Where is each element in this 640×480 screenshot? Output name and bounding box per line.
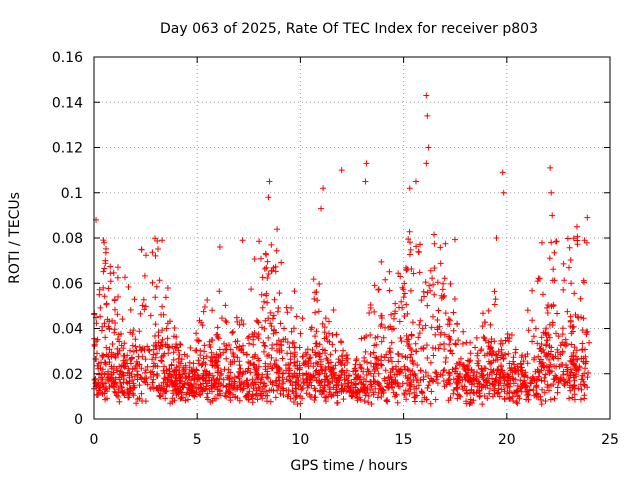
roti-peak-point [500,189,507,196]
x-tick-label: 20 [498,432,516,448]
roti-peak-point [549,212,556,219]
roti-peak-point [363,160,370,167]
x-axis-ticks: 0 5 10 15 20 25 [90,57,619,448]
roti-peak-point [102,257,109,264]
roti-peak-point [423,160,430,167]
data-points [91,92,593,408]
roti-peak-point [493,235,500,241]
roti-point-cloud [91,226,593,408]
y-axis-ticks: 0 0.02 0.04 0.06 0.08 0.1 0.12 0.14 0.16 [52,50,610,428]
roti-peak-point [423,92,430,99]
roti-peak-point [424,112,431,119]
x-tick-label: 5 [193,432,202,448]
roti-peak-point [266,178,273,185]
roti-peak-point [425,144,432,151]
chart-title: Day 063 of 2025, Rate Of TEC Index for r… [160,21,538,37]
roti-peak-point [362,178,369,185]
x-tick-label: 15 [395,432,413,448]
y-tick-label: 0.04 [52,322,83,338]
y-tick-label: 0.1 [61,186,83,202]
roti-peak-point [239,237,246,244]
roti-peak-point [318,205,325,212]
roti-peak-point [320,185,327,192]
roti-peak-point [216,244,223,251]
roti-peak-point [138,246,145,253]
roti-peak-point [547,164,554,171]
x-tick-label: 0 [90,432,99,448]
roti-peak-point [338,167,345,174]
y-tick-label: 0.14 [52,95,83,111]
y-tick-label: 0.06 [52,276,83,292]
x-tick-label: 25 [601,432,619,448]
y-tick-label: 0.12 [52,141,83,157]
grid-lines [94,57,610,419]
y-tick-label: 0.16 [52,50,83,66]
roti-peak-point [548,189,555,196]
roti-peak-point [406,185,413,192]
roti-peak-point [412,178,419,185]
roti-peak-point [265,194,272,201]
y-axis-label: ROTI / TECUs [7,192,23,284]
y-tick-label: 0.08 [52,231,83,247]
roti-peak-point [159,237,166,244]
roti-peak-point [499,169,506,176]
roti-peak-point [573,223,580,230]
roti-peak-point [584,214,591,221]
y-tick-label: 0 [74,412,83,428]
x-tick-label: 10 [291,432,309,448]
y-tick-label: 0.02 [52,367,83,383]
x-axis-label: GPS time / hours [290,458,407,474]
